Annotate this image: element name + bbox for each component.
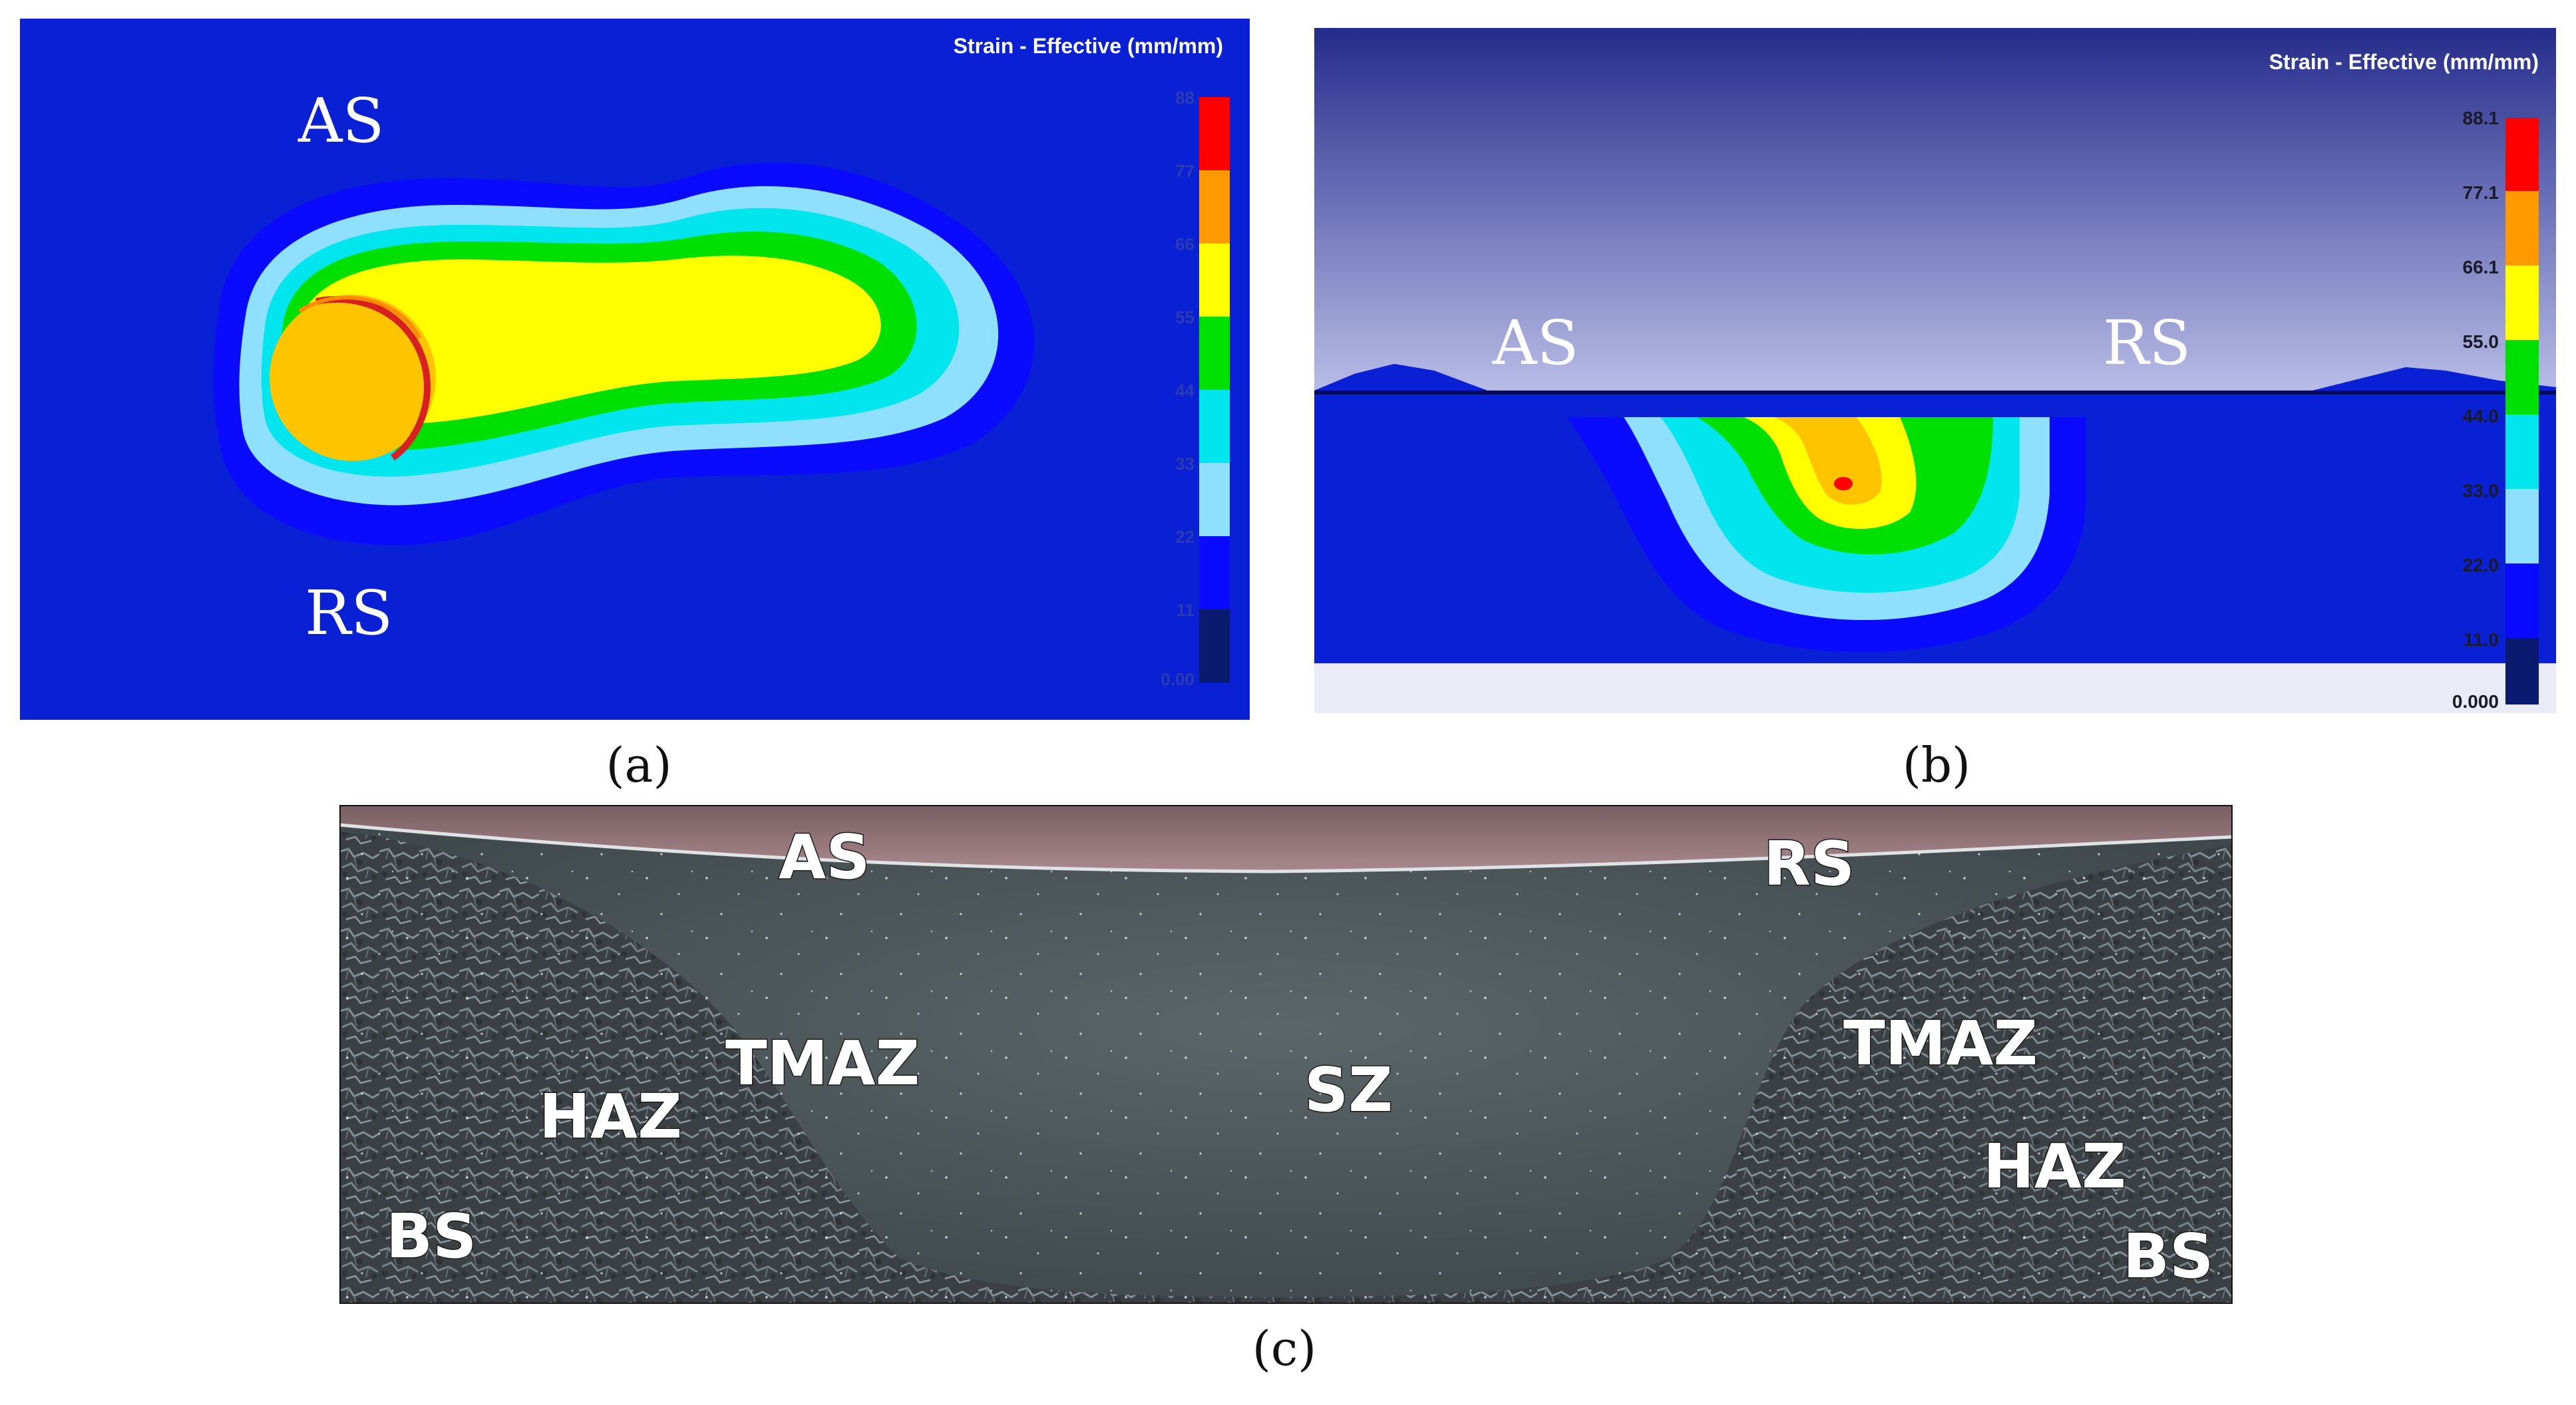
- contour-b-peak-red: [1834, 477, 1853, 490]
- panel-a-strain-contour: [213, 162, 1035, 546]
- panel-a-label-as: AS: [297, 85, 384, 156]
- scale-b-band-0: [2505, 638, 2539, 704]
- scale-b-band-5: [2505, 265, 2539, 340]
- tool-shoulder-orange: [270, 295, 436, 461]
- macrograph-label-haz-right: HAZ: [1983, 1131, 2126, 1202]
- panel-b-strain-contour: [1567, 417, 2086, 653]
- macrograph-label-tmaz-left: TMAZ: [725, 1028, 920, 1099]
- macrograph-label-sz: SZ: [1304, 1054, 1393, 1126]
- contour-b-band-orange: [1773, 417, 1882, 505]
- scale-a-band-3: [1199, 390, 1230, 463]
- scale-b-band-6: [2505, 191, 2539, 265]
- scale-a-band-7: [1199, 97, 1230, 170]
- panel-a-scale-ticks: 88 77 66 55 44 33 22 11 0.00: [1161, 88, 1195, 689]
- macrograph-label-tmaz-right: TMAZ: [1843, 1008, 2038, 1079]
- scale-b-tick: 0.000: [2452, 691, 2499, 712]
- panel-a-strain-contour-top-view: Strain - Effective (mm/mm) AS RS 88 77 6…: [20, 19, 1250, 720]
- panel-b-surface-line: [1314, 390, 2556, 394]
- scale-a-band-6: [1199, 170, 1230, 243]
- panel-b-title: Strain - Effective (mm/mm): [2269, 50, 2539, 74]
- scale-a-band-4: [1199, 317, 1230, 390]
- scale-b-band-7: [2505, 118, 2539, 191]
- contour-band-yellow: [293, 255, 881, 424]
- panel-b-strain-contour-cross-section: Strain - Effective (mm/mm) AS RS 88.1 77…: [1314, 28, 2556, 713]
- scale-b-band-3: [2505, 414, 2539, 489]
- scale-b-band-1: [2505, 563, 2539, 638]
- scale-a-band-0: [1199, 609, 1230, 683]
- scale-b-band-2: [2505, 489, 2539, 563]
- scale-a-tick: 0.00: [1161, 669, 1195, 689]
- scale-a-tick: 66: [1175, 234, 1195, 254]
- scale-a-tick: 33: [1175, 454, 1195, 474]
- scale-a-tick: 77: [1175, 161, 1195, 181]
- scale-b-tick: 11.0: [2464, 629, 2499, 650]
- macrograph-surface-edge: [339, 823, 2233, 873]
- scale-a-band-5: [1199, 243, 1230, 317]
- panel-b-label-as: AS: [1492, 307, 1578, 379]
- scale-a-tick: 55: [1175, 307, 1195, 327]
- scale-a-tick: 44: [1175, 381, 1195, 400]
- panel-a-label-rs: RS: [305, 577, 393, 649]
- scale-b-tick: 77.1: [2463, 182, 2499, 203]
- scale-b-tick: 55.0: [2463, 331, 2499, 352]
- scale-b-tick: 66.1: [2463, 257, 2499, 277]
- macrograph-top-surface: [339, 805, 2233, 871]
- panel-b-scale-ticks: 88.1 77.1 66.1 55.0 44.0 33.0 22.0 11.0 …: [2452, 108, 2499, 712]
- tool-edge-highlight: [315, 295, 431, 461]
- tool-rim: [298, 295, 421, 339]
- caption-c: (c): [1252, 1321, 1317, 1376]
- panel-c-macrograph: AS RS TMAZ TMAZ SZ HAZ HAZ BS BS: [339, 805, 2233, 1304]
- caption-b: (b): [1902, 737, 1971, 793]
- panel-a-color-scale: [1199, 97, 1230, 683]
- panel-b-sky: [1314, 28, 2556, 390]
- scale-a-band-1: [1199, 536, 1230, 609]
- scale-b-tick: 88.1: [2463, 108, 2499, 128]
- panel-b-label-rs: RS: [2103, 307, 2191, 379]
- scale-b-tick: 33.0: [2463, 480, 2499, 501]
- scale-b-tick: 44.0: [2463, 406, 2499, 426]
- macrograph-label-rs: RS: [1763, 828, 1855, 899]
- scale-a-tick: 11: [1177, 600, 1195, 620]
- panel-b-flash-left: [1314, 364, 1487, 390]
- macrograph-label-haz-left: HAZ: [539, 1081, 682, 1152]
- scale-a-tick: 22: [1175, 527, 1195, 547]
- macrograph-label-bs-left: BS: [386, 1201, 476, 1272]
- scale-b-band-4: [2505, 340, 2539, 414]
- caption-a: (a): [606, 737, 672, 793]
- scale-a-band-2: [1199, 463, 1230, 536]
- macrograph-label-bs-right: BS: [2123, 1221, 2213, 1292]
- macrograph-zone-labels: AS RS TMAZ TMAZ SZ HAZ HAZ BS BS: [385, 821, 2215, 1293]
- scale-b-tick: 22.0: [2463, 555, 2499, 575]
- scale-a-tick: 88: [1175, 88, 1195, 108]
- panel-b-color-scale: [2505, 118, 2539, 704]
- panel-a-title: Strain - Effective (mm/mm): [954, 34, 1223, 58]
- panel-b-flash-right: [2312, 367, 2556, 390]
- macrograph-label-as: AS: [779, 822, 870, 893]
- panel-b-base-plate: [1314, 663, 2556, 713]
